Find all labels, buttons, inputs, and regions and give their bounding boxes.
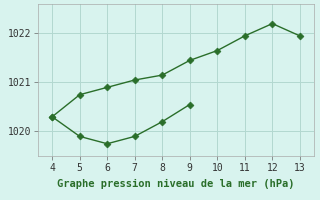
X-axis label: Graphe pression niveau de la mer (hPa): Graphe pression niveau de la mer (hPa) [57, 179, 295, 189]
